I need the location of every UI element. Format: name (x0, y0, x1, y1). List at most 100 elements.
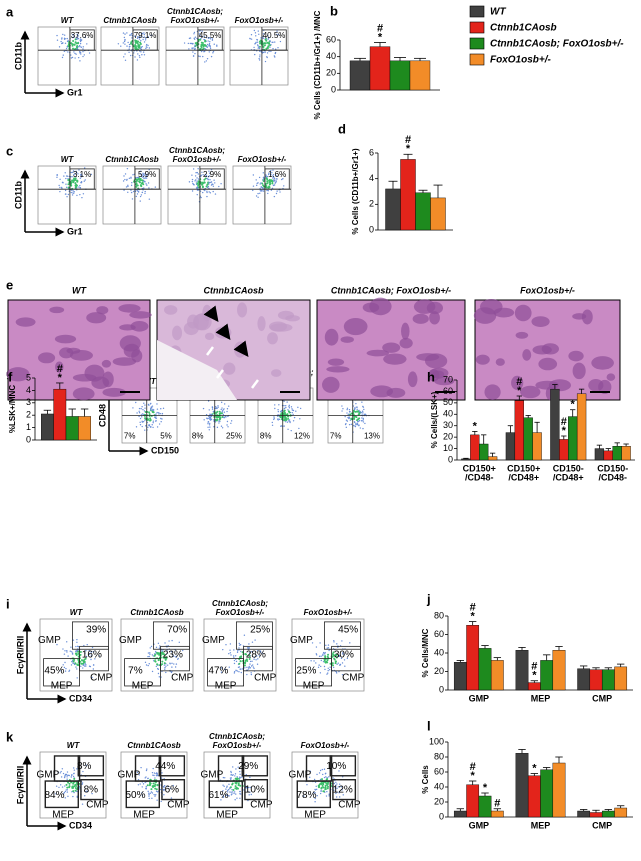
cell-dot (350, 423, 353, 426)
tissue-follicle (541, 343, 560, 355)
significance-mark: * (562, 425, 567, 437)
cell-dot (323, 665, 326, 668)
cell-dot (271, 421, 274, 424)
cell-dot (246, 659, 249, 662)
cell-dot (79, 177, 82, 179)
cell-dot (66, 778, 68, 780)
cell-dot (141, 32, 144, 35)
cell-dot (64, 650, 66, 652)
gate-name: MEP (132, 681, 154, 692)
cell-dot (278, 418, 281, 421)
cell-dot (146, 46, 148, 49)
cell-dot (130, 42, 133, 45)
cell-dot (151, 771, 154, 774)
cell-dot (230, 778, 232, 781)
cell-dot (318, 772, 321, 774)
cell-dot (64, 773, 67, 776)
cell-dot (68, 785, 71, 788)
cell-dot (212, 52, 214, 54)
cell-dot (61, 56, 64, 59)
cell-dot (146, 784, 149, 787)
cell-dot (320, 655, 322, 657)
cell-dot (324, 661, 327, 664)
cell-dot (316, 773, 318, 776)
y-tick-label: 60 (326, 34, 336, 44)
cell-dot (62, 772, 65, 775)
cell-dot (259, 189, 262, 191)
cell-dot (258, 46, 260, 48)
cell-dot (92, 664, 95, 666)
cell-dot (86, 790, 88, 793)
cell-dot (156, 411, 158, 414)
cell-dot (156, 799, 158, 801)
tissue-follicle (407, 371, 418, 388)
cell-dot (85, 790, 87, 792)
gate-percent: 8% (192, 432, 204, 441)
cell-dot (237, 766, 239, 768)
gate-box (132, 29, 158, 51)
cell-dot (63, 791, 66, 794)
gate-percent: 25% (226, 432, 242, 441)
tissue-follicle (343, 317, 368, 336)
gate-percent: 1.6% (268, 170, 286, 179)
cell-dot (334, 660, 337, 663)
cell-dot (72, 639, 75, 641)
cell-dot (249, 660, 252, 663)
x-tick-label: CMP (592, 693, 612, 703)
y-tick-label: 5 (26, 372, 31, 382)
gate-box (152, 621, 190, 650)
cell-dot (142, 51, 145, 53)
bar (527, 682, 541, 691)
gate-box (77, 755, 105, 777)
cell-dot (77, 173, 79, 175)
cell-dot (134, 44, 137, 47)
bar (540, 660, 554, 691)
cell-dot (136, 771, 139, 774)
cell-dot (262, 33, 265, 35)
cell-dot (261, 190, 263, 192)
cell-dot (273, 55, 276, 57)
y-tick-label: 30 (443, 420, 453, 430)
cell-dot (124, 40, 126, 42)
cell-dot (77, 645, 80, 648)
cell-dot (349, 411, 351, 413)
cell-dot (140, 170, 142, 172)
cell-dot (72, 660, 75, 663)
cell-dot (141, 179, 144, 182)
cell-dot (162, 788, 165, 791)
cell-dot (192, 182, 194, 185)
cell-dot (196, 37, 198, 40)
tissue-follicle (514, 304, 532, 322)
cell-dot (345, 426, 348, 429)
gate-box (161, 779, 186, 801)
cell-dot (135, 185, 138, 188)
cell-dot (358, 412, 361, 415)
cell-dot (319, 672, 322, 674)
cell-dot (150, 406, 152, 409)
cell-dot (248, 657, 251, 660)
cell-dot (249, 791, 251, 793)
cell-dot (165, 665, 167, 667)
cell-dot (83, 663, 85, 666)
cell-dot (171, 670, 173, 673)
cell-dot (230, 794, 233, 796)
cell-dot (292, 413, 294, 416)
tissue-follicle (267, 332, 278, 345)
cell-dot (147, 403, 150, 406)
cell-dot (322, 651, 325, 654)
panel-letter: d (338, 121, 346, 136)
cell-dot (288, 404, 290, 407)
cell-dot (252, 174, 255, 176)
cell-dot (265, 47, 268, 50)
cell-dot (258, 40, 261, 43)
cell-dot (319, 642, 321, 644)
cell-dot (148, 797, 150, 800)
cell-dot (227, 788, 230, 791)
cell-dot (255, 184, 258, 187)
gate-percent: 45% (44, 665, 64, 676)
cell-dot (77, 45, 79, 48)
tissue-follicle (382, 342, 401, 353)
gate-name: CMP (338, 799, 361, 810)
cell-dot (341, 405, 343, 407)
cell-dot (214, 411, 217, 414)
